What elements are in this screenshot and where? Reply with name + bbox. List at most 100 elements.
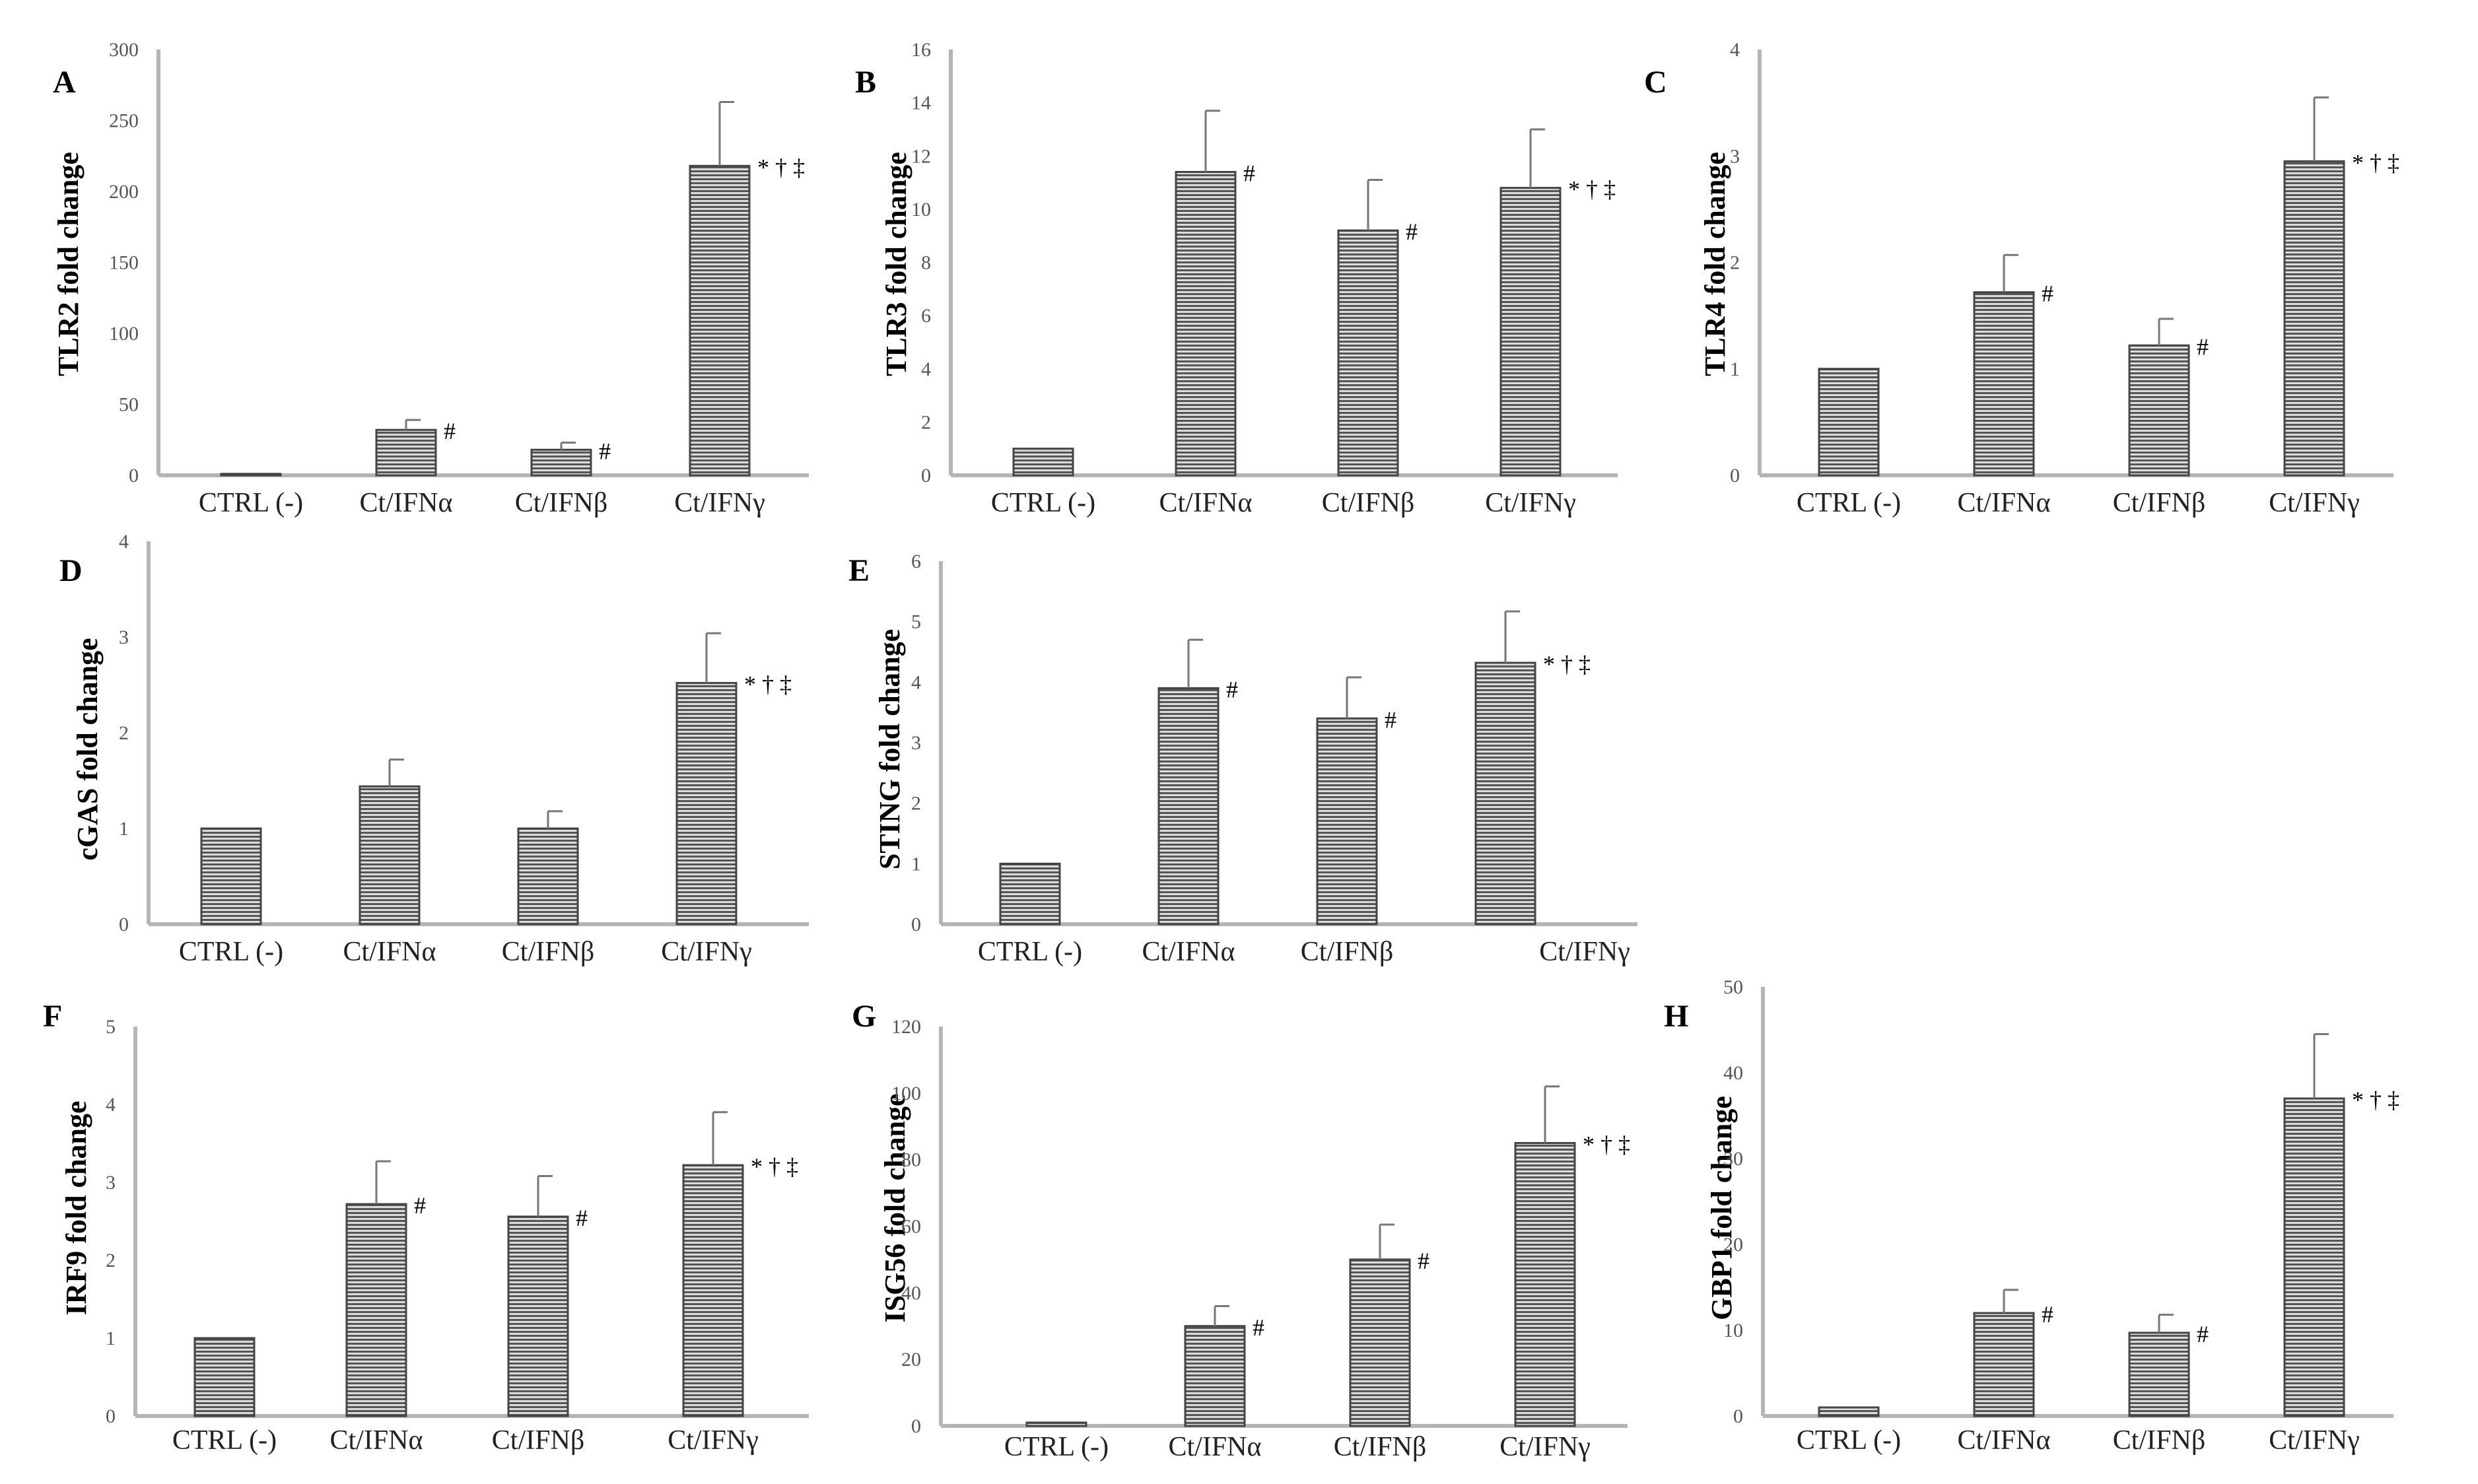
y-tick-label-h-5: 50 [1723,976,1743,998]
bar-g-2 [1349,1258,1411,1427]
y-tick-label-d-2: 2 [119,722,129,744]
y-tick-label-e-5: 5 [911,611,921,633]
y-tick-label-c-1: 1 [1730,358,1740,380]
x-category-label-h-2: Ct/IFNβ [2113,1425,2205,1456]
y-tick-label-f-1: 1 [106,1328,116,1349]
y-tick-label-b-8: 16 [911,39,931,61]
y-axis-title-f: IRF9 fold change [60,1100,92,1315]
significance-label-d-3: * † ‡ [744,671,792,698]
panel-letter-e: E [848,553,870,588]
bar-f-2 [507,1215,569,1417]
bar-a-1 [375,428,437,477]
panel-letter-g: G [852,999,876,1034]
significance-label-h-3: * † ‡ [2352,1087,2399,1113]
bar-g-0 [1025,1421,1087,1427]
bar-f-3 [682,1164,744,1417]
bar-b-1 [1175,170,1237,477]
bar-f-0 [193,1337,256,1417]
x-category-label-f-2: Ct/IFNβ [492,1425,584,1456]
y-tick-label-d-3: 3 [119,626,129,648]
x-category-label-h-3: Ct/IFNγ [2269,1425,2360,1456]
x-category-label-f-3: Ct/IFNγ [668,1425,759,1456]
y-tick-label-b-3: 6 [921,305,931,327]
panel-letter-d: D [59,553,83,588]
panel-b: B TLR3 fold change 0 2 4 6 8 10 12 14 16 CTRL (-) # C… [855,39,1618,518]
y-tick-label-h-3: 30 [1723,1148,1743,1170]
x-category-label-e-3: Ct/IFNγ [1539,937,1630,967]
panel-g: G ISG56 fold change 0 20 40 60 80 100 120 CTRL (-… [852,999,1630,1462]
x-category-label-g-2: Ct/IFNβ [1334,1432,1426,1462]
y-tick-label-c-3: 3 [1730,145,1740,167]
significance-label-b-2: # [1406,219,1418,245]
y-tick-label-e-4: 4 [911,671,921,693]
x-category-label-b-3: Ct/IFNγ [1485,488,1576,518]
panel-c: C TLR4 fold change 0 1 2 3 4 CTRL (-) # Ct/IFNα # C… [1644,39,2399,518]
x-category-label-d-0: CTRL (-) [179,937,283,967]
significance-label-e-1: # [1226,677,1238,703]
y-tick-label-a-3: 150 [109,252,139,274]
y-tick-label-g-2: 40 [901,1282,921,1304]
bar-e-2 [1316,717,1378,926]
y-tick-label-g-3: 60 [901,1216,921,1238]
bar-e-0 [999,862,1061,926]
x-category-label-h-0: CTRL (-) [1797,1425,1901,1456]
y-tick-label-f-0: 0 [106,1405,116,1427]
bar-h-2 [2128,1332,2190,1417]
panel-h: H GBP1 fold change 0 10 20 30 40 50 CTRL (-) # Ct/… [1664,976,2399,1456]
y-tick-label-a-6: 300 [109,39,139,61]
bar-b-3 [1499,187,1562,477]
x-category-label-d-1: Ct/IFNα [343,937,436,967]
panel-f: F IRF9 fold change 0 1 2 3 4 5 CTRL (-) # Ct/IFNα #… [43,999,809,1456]
y-axis-title-c: TLR4 fold change [1699,152,1731,376]
bar-d-1 [359,785,421,926]
bar-f-1 [345,1203,407,1417]
y-tick-label-f-5: 5 [106,1016,116,1038]
significance-label-b-3: * † ‡ [1568,176,1616,203]
bar-c-3 [2283,160,2345,477]
significance-label-a-2: # [599,438,611,464]
x-category-label-c-0: CTRL (-) [1797,488,1901,518]
y-tick-label-e-2: 2 [911,793,921,815]
x-category-label-a-3: Ct/IFNγ [674,488,765,518]
x-category-label-b-0: CTRL (-) [991,488,1095,518]
y-tick-label-a-0: 0 [129,465,139,487]
bar-c-1 [1973,291,2035,477]
y-tick-label-f-4: 4 [106,1094,116,1116]
y-tick-label-h-1: 10 [1723,1320,1743,1341]
panel-letter-c: C [1644,65,1667,100]
significance-label-c-1: # [2042,281,2053,307]
x-category-label-h-1: Ct/IFNα [1957,1425,2050,1456]
panel-letter-a: A [53,65,76,100]
y-tick-label-f-2: 2 [106,1250,116,1271]
panel-letter-b: B [855,65,876,100]
y-tick-label-f-3: 3 [106,1172,116,1194]
bar-g-3 [1514,1141,1576,1427]
bar-d-3 [675,682,738,926]
bar-h-1 [1973,1312,2035,1417]
y-tick-label-e-0: 0 [911,914,921,935]
y-tick-label-g-6: 120 [891,1016,921,1038]
y-tick-label-d-1: 1 [119,818,129,840]
significance-label-g-1: # [1253,1314,1264,1341]
y-tick-label-h-2: 20 [1723,1234,1743,1256]
y-tick-label-b-4: 8 [921,252,931,274]
significance-label-c-2: # [2197,333,2209,360]
x-category-label-a-1: Ct/IFNα [359,488,452,518]
y-tick-label-d-0: 0 [119,914,129,935]
y-tick-label-h-4: 40 [1723,1062,1743,1084]
panel-letter-f: F [43,999,62,1034]
y-tick-label-b-1: 2 [921,411,931,433]
y-tick-label-d-4: 4 [119,531,129,553]
x-category-label-d-3: Ct/IFNγ [661,937,752,967]
y-tick-label-c-4: 4 [1730,39,1740,61]
x-category-label-f-0: CTRL (-) [172,1425,277,1456]
y-tick-label-a-2: 100 [109,323,139,345]
x-category-label-e-0: CTRL (-) [978,937,1082,967]
y-tick-label-a-1: 50 [119,394,139,416]
bar-h-0 [1818,1406,1880,1417]
x-category-label-e-1: Ct/IFNα [1142,937,1235,967]
y-tick-label-h-0: 0 [1733,1405,1743,1427]
significance-label-b-1: # [1243,160,1255,186]
